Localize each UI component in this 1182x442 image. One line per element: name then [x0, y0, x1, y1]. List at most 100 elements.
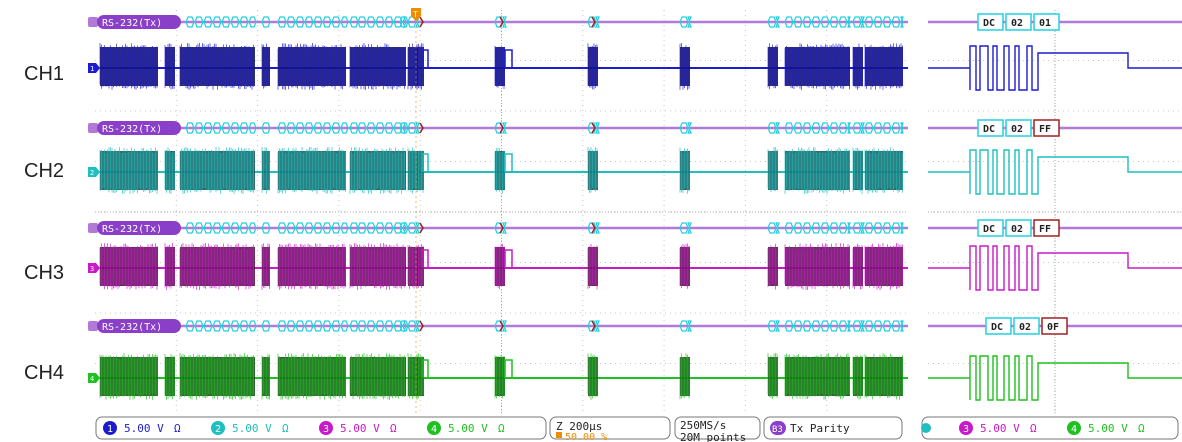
- waveform-edges-ch4: [679, 353, 690, 400]
- waveform-edges-ch3: [679, 243, 690, 289]
- waveform-edges-ch3: [587, 244, 598, 290]
- waveform-burst-ch4: [588, 357, 598, 396]
- main-waveform-panel[interactable]: RS-232(Tx) 1 RS-232(Tx) 2 RS-232(Tx) 3 RS-232(…: [88, 8, 908, 414]
- zoom-decode-box-ch4[interactable]: DC: [985, 317, 1012, 335]
- status-channel-badge-4: [427, 421, 441, 435]
- decode-packet-ch1: [286, 16, 296, 28]
- waveform-edges-ch1: [179, 43, 254, 90]
- channel-marker-text-ch4: 4: [90, 375, 94, 383]
- status-channel-badge-3: [319, 421, 333, 435]
- waveform-edges-ch1: [164, 43, 175, 90]
- status-channel-4[interactable]: 4 5.00 V Ω: [427, 421, 505, 435]
- waveform-edges-ch1: [494, 45, 505, 89]
- decode-packet-ch1: [230, 16, 240, 28]
- bus-tag-ch4[interactable]: RS-232(Tx): [97, 319, 181, 333]
- bus-tag-ch1[interactable]: RS-232(Tx): [97, 15, 181, 29]
- trigger-marker[interactable]: T: [411, 8, 421, 21]
- status-channel-scale: 5.00 V: [232, 422, 272, 435]
- bus-tag-ch2[interactable]: RS-232(Tx): [97, 121, 181, 135]
- decode-packet-ch3: [838, 222, 848, 234]
- waveform-edges-ch1: [587, 43, 598, 90]
- status-zoom-channel-3[interactable]: 3 5.00 V Ω: [959, 421, 1037, 435]
- decode-packet-ch3: [340, 222, 349, 234]
- decode-packet-ch3: [687, 222, 692, 234]
- decode-packet-ch4: [357, 320, 367, 332]
- zoom-decode-box-ch4[interactable]: 0F: [1041, 317, 1068, 335]
- status-channel-3[interactable]: 3 5.00 V Ω: [319, 421, 397, 435]
- zoom-decode-box-ch1[interactable]: 02: [1005, 13, 1032, 31]
- decode-packet-ch3: [860, 222, 865, 234]
- decode-packet-ch2: [322, 122, 332, 134]
- waveform-step-ch3: [422, 249, 429, 268]
- waveform-burst-ch4: [680, 357, 690, 396]
- status-channel-1[interactable]: 1 5.00 V Ω: [103, 421, 181, 435]
- zoom-decode-box-ch3[interactable]: DC: [977, 219, 1004, 237]
- decode-packet-ch1: [687, 16, 692, 28]
- trigger-marker-shape: [411, 8, 421, 21]
- waveform-edges-ch4: [784, 353, 850, 400]
- decode-packet-ch4: [415, 320, 420, 332]
- waveform-burst-ch2: [165, 151, 175, 190]
- zoom-decode-box-ch4[interactable]: 02: [1013, 317, 1040, 335]
- waveform-edges-ch3: [99, 243, 158, 290]
- waveform-step-ch4: [504, 359, 513, 378]
- zoom-decode-box-ch2[interactable]: DC: [977, 119, 1004, 137]
- channel-marker-ch4[interactable]: [88, 373, 100, 383]
- waveform-edges-ch4: [767, 353, 778, 399]
- zoom-decode-box-ch2[interactable]: FF: [1033, 119, 1060, 137]
- zoom-decode-box-ch2[interactable]: 02: [1005, 119, 1032, 137]
- waveform-edges-ch2: [407, 147, 418, 194]
- waveform-edges-ch1: [357, 43, 405, 90]
- decode-packet-ch2: [829, 122, 839, 134]
- waveform-burst-ch1: [408, 47, 418, 86]
- waveform-burst-ch4: [495, 357, 505, 396]
- decode-packet-ch1: [775, 16, 780, 28]
- channel-marker-ch1[interactable]: [88, 63, 100, 73]
- decode-packet-ch1: [357, 16, 367, 28]
- decode-packet-ch1: [194, 16, 204, 28]
- decode-packet-ch3: [784, 222, 794, 234]
- decode-packet-ch1: [847, 16, 851, 28]
- decode-packet-ch3: [802, 222, 812, 234]
- status-zoom-badge-text: 4: [1071, 424, 1077, 435]
- decode-error-marker-ch4: [419, 320, 424, 332]
- decode-packet-ch1: [295, 16, 305, 28]
- waveform-edges-ch4: [407, 353, 418, 399]
- bus-tag-ch3[interactable]: RS-232(Tx): [97, 221, 181, 235]
- zoom-decode-box-ch3[interactable]: FF: [1033, 219, 1060, 237]
- zoom-waveform-panel[interactable]: DC 02 01 DC 02 FF DC 02 FF DC 02 0F: [928, 10, 1182, 414]
- waveform-burst-ch1: [680, 47, 690, 86]
- zoom-decode-box-frame: [1033, 119, 1060, 137]
- decode-packet-ch1: [248, 16, 257, 28]
- channel-marker-ch3[interactable]: [88, 263, 100, 273]
- decode-packet-ch2: [775, 122, 780, 134]
- zoom-decode-box-ch1[interactable]: DC: [977, 13, 1004, 31]
- bus-tag-bg-ch3: [97, 221, 181, 235]
- status-zoom-scale: 5.00 V: [1088, 422, 1128, 435]
- decode-packet-ch4: [248, 320, 257, 332]
- waveform-edges-ch3: [767, 243, 778, 290]
- channel-marker-ch2[interactable]: [88, 167, 100, 177]
- waveform-edges-ch3: [179, 243, 254, 290]
- zoom-decode-value: 02: [1011, 224, 1023, 235]
- zoom-decode-value: 01: [1039, 18, 1051, 29]
- zoom-waveform-ch3: [928, 245, 1182, 291]
- decode-packet-ch3: [820, 222, 830, 234]
- decode-packet-ch2: [882, 122, 892, 134]
- status-zoom-channel-4[interactable]: 4 5.00 V Ω: [1067, 421, 1145, 435]
- zoom-decode-box-ch1[interactable]: 01: [1033, 13, 1060, 31]
- waveform-edges-ch3: [164, 243, 175, 290]
- decode-packet-ch1: [366, 16, 376, 28]
- waveform-edges-ch2: [587, 147, 598, 193]
- zoom-decode-box-ch3[interactable]: 02: [1005, 219, 1032, 237]
- bus-tag-bg-ch2: [97, 121, 181, 135]
- decode-packet-ch3: [882, 222, 892, 234]
- decode-packet-ch3: [873, 222, 883, 234]
- status-channel-2[interactable]: 2 5.00 V Ω: [211, 421, 289, 435]
- decode-error-marker-ch2: [499, 122, 504, 134]
- zoom-decode-value: 02: [1019, 322, 1031, 333]
- waveform-edges-ch2: [164, 147, 175, 194]
- decode-packet-ch3: [366, 222, 376, 234]
- waveform-burst-ch2: [417, 151, 424, 190]
- status-bus-badge-text: B3: [772, 425, 783, 435]
